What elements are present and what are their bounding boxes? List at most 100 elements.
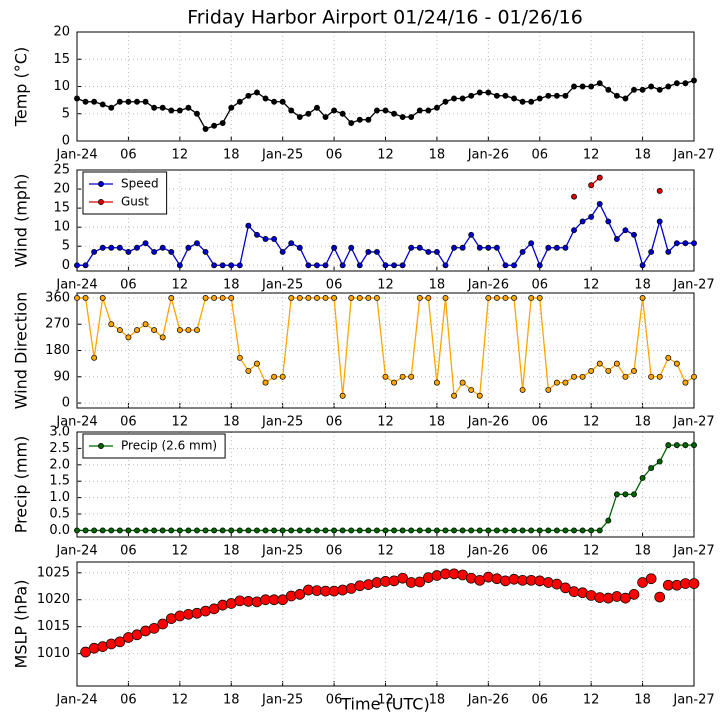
data-point (211, 122, 218, 129)
data-point (579, 373, 586, 380)
data-point (219, 527, 226, 534)
data-point (365, 248, 372, 255)
x-tick-label: 06 (326, 278, 343, 293)
x-tick-label: 18 (634, 415, 651, 430)
data-point (159, 244, 166, 251)
data-point (114, 636, 126, 648)
data-point (408, 244, 415, 251)
x-tick-label: 18 (429, 148, 446, 163)
data-point (91, 248, 98, 255)
x-tick-label: Jan-24 (55, 544, 97, 559)
data-point (656, 373, 663, 380)
data-point (228, 295, 235, 301)
data-point (588, 83, 595, 90)
data-point (476, 392, 483, 399)
data-point (313, 295, 320, 301)
x-tick-label: Jan-25 (261, 415, 303, 430)
data-point (391, 527, 398, 534)
x-tick-label: Jan-24 (55, 693, 97, 708)
data-point (99, 101, 106, 108)
data-point (654, 591, 666, 603)
legend-box (82, 171, 168, 215)
x-tick-label: Jan-24 (55, 278, 97, 293)
data-point (194, 527, 200, 534)
data-point (511, 295, 517, 301)
data-point (399, 527, 406, 534)
x-tick-label: 06 (531, 544, 548, 559)
data-point (639, 262, 646, 269)
data-point (397, 572, 408, 584)
data-point (459, 244, 466, 251)
y-tick-label: 1.5 (49, 474, 70, 489)
data-point (416, 295, 423, 301)
data-point (451, 392, 458, 399)
data-point (673, 442, 680, 449)
data-point (185, 327, 192, 334)
y-tick-label: 2.0 (49, 457, 70, 472)
data-point (528, 527, 535, 534)
data-point (168, 107, 175, 114)
data-point (116, 327, 123, 334)
data-point (442, 98, 449, 105)
x-tick-label: Jan-24 (55, 415, 97, 430)
data-point (91, 527, 98, 534)
data-point (382, 373, 389, 380)
data-point (99, 244, 106, 251)
x-tick-label: Jan-26 (467, 148, 509, 163)
data-point (468, 527, 475, 534)
x-tick-label: 06 (120, 148, 137, 163)
data-point (279, 248, 286, 255)
y-tick-label: 5 (62, 106, 70, 121)
data-point (151, 248, 158, 255)
data-point (331, 244, 338, 251)
data-point (613, 92, 620, 99)
y-tick-label: 10 (53, 79, 70, 94)
x-tick-label: 12 (172, 693, 189, 708)
data-point (202, 248, 209, 255)
data-point (142, 98, 149, 105)
x-tick-label: 12 (583, 415, 600, 430)
data-point (365, 116, 372, 123)
y-axis-label: Precip (mm) (12, 436, 31, 534)
data-point (322, 114, 329, 120)
data-point (74, 527, 80, 534)
data-point (571, 193, 577, 200)
data-point (313, 262, 320, 269)
data-point (493, 244, 500, 251)
data-point (579, 83, 586, 90)
data-point (682, 442, 689, 449)
x-tick-label: 18 (429, 693, 446, 708)
data-point (468, 231, 475, 238)
data-point (493, 527, 500, 534)
data-point (433, 379, 440, 386)
data-point (288, 240, 295, 247)
data-point (459, 379, 466, 386)
data-point (391, 110, 398, 117)
data-point (74, 95, 80, 102)
data-point (279, 527, 286, 534)
data-point (613, 360, 620, 367)
x-tick-label: 12 (172, 544, 189, 559)
data-point (553, 244, 560, 251)
data-point (648, 248, 655, 255)
data-point (134, 527, 140, 534)
x-tick-label: 18 (429, 544, 446, 559)
x-tick-label: 12 (377, 544, 394, 559)
x-tick-label: 12 (172, 415, 189, 430)
data-point (262, 527, 269, 534)
data-point (416, 244, 423, 251)
data-point (142, 321, 149, 328)
x-tick-label: 06 (326, 415, 343, 430)
x-tick-label: 06 (531, 693, 548, 708)
data-point (545, 92, 552, 99)
data-point (468, 92, 475, 99)
y-tick-label: 180 (45, 343, 70, 358)
data-point (322, 262, 329, 269)
x-tick-label: Jan-26 (467, 544, 509, 559)
data-point (691, 373, 697, 380)
y-tick-label: 1025 (37, 565, 70, 580)
x-axis-label: Time (UTC) (340, 695, 429, 714)
chart-title: Friday Harbor Airport 01/24/16 - 01/26/1… (187, 7, 583, 29)
data-point (159, 334, 166, 341)
data-point (613, 491, 620, 498)
